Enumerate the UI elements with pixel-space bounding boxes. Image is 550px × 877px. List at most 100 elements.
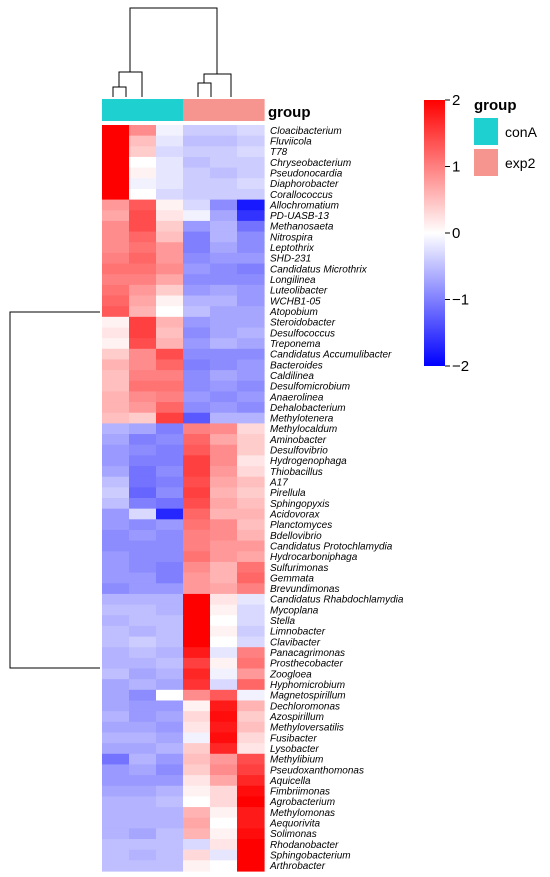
heatmap-cell bbox=[237, 444, 265, 456]
row-label: Hydrogenophaga bbox=[270, 456, 347, 467]
heatmap-cell bbox=[183, 167, 211, 179]
heatmap-cell bbox=[129, 370, 157, 382]
heatmap-cell bbox=[237, 263, 265, 275]
heatmap-cell bbox=[156, 689, 184, 702]
heatmap-cell bbox=[237, 625, 265, 638]
heatmap-cell bbox=[156, 711, 184, 723]
heatmap-cell bbox=[210, 636, 238, 648]
heatmap-cell bbox=[102, 199, 130, 211]
heatmap-cell bbox=[129, 807, 157, 819]
heatmap-cell bbox=[210, 604, 238, 616]
heatmap-cell bbox=[102, 167, 130, 179]
heatmap-cell bbox=[183, 178, 211, 190]
heatmap-cell bbox=[129, 657, 157, 670]
heatmap-cell bbox=[102, 807, 130, 819]
heatmap-cell bbox=[129, 647, 157, 659]
heatmap-cell bbox=[129, 551, 157, 563]
row-label: Bdellovibrio bbox=[270, 531, 322, 542]
heatmap-cell bbox=[156, 252, 184, 265]
heatmap-cell bbox=[102, 561, 130, 574]
heatmap-cell bbox=[156, 508, 184, 520]
heatmap-cell bbox=[237, 316, 265, 329]
heatmap-cell bbox=[237, 380, 265, 393]
heatmap-cell bbox=[156, 284, 184, 297]
heatmap-cell bbox=[156, 732, 184, 744]
annotation-cell bbox=[156, 99, 184, 121]
heatmap-cell bbox=[210, 220, 238, 233]
heatmap-cell bbox=[129, 295, 157, 307]
row-label: Chryseobacterium bbox=[270, 158, 351, 169]
row-label: Sulfurimonas bbox=[270, 563, 328, 574]
heatmap-cell bbox=[237, 604, 265, 616]
heatmap-cell bbox=[237, 327, 265, 339]
heatmap-cell bbox=[129, 423, 157, 435]
heatmap-cell bbox=[183, 252, 211, 265]
row-label: Gemmata bbox=[270, 573, 314, 584]
heatmap-cell bbox=[102, 476, 130, 488]
heatmap-cell bbox=[102, 743, 130, 755]
heatmap-cell bbox=[183, 679, 211, 691]
heatmap-cell bbox=[102, 849, 130, 861]
heatmap-cell bbox=[102, 125, 130, 137]
heatmap-cell bbox=[102, 753, 130, 766]
heatmap-cell bbox=[156, 156, 184, 169]
heatmap-cell bbox=[129, 508, 157, 520]
color-scale-tick-label: −2 bbox=[452, 358, 469, 375]
heatmap-cell bbox=[156, 146, 184, 158]
heatmap-cell bbox=[129, 156, 157, 169]
heatmap-cell bbox=[129, 615, 157, 627]
heatmap-cell bbox=[156, 529, 184, 542]
heatmap-cell bbox=[129, 689, 157, 702]
row-dendrogram bbox=[9, 311, 100, 669]
row-labels: CloacibacteriumFluviicolaT78Chryseobacte… bbox=[269, 126, 404, 872]
heatmap-cell bbox=[129, 839, 157, 851]
heatmap-cell bbox=[183, 529, 211, 542]
row-label: Mycoplana bbox=[270, 605, 319, 616]
heatmap-cell bbox=[183, 785, 211, 797]
heatmap-cell bbox=[210, 327, 238, 339]
heatmap-cell bbox=[129, 146, 157, 158]
heatmap-cell bbox=[210, 551, 238, 563]
heatmap-cell bbox=[129, 743, 157, 755]
heatmap-cell bbox=[210, 615, 238, 627]
row-label: Treponema bbox=[270, 339, 321, 350]
heatmap-cell bbox=[210, 679, 238, 691]
heatmap-cell bbox=[129, 732, 157, 744]
row-label: Allochromatium bbox=[269, 200, 339, 211]
annotation-cell bbox=[237, 99, 265, 121]
heatmap-cell bbox=[183, 732, 211, 744]
row-label: Steroidobacter bbox=[270, 318, 336, 329]
heatmap-cell bbox=[129, 135, 157, 147]
heatmap-cell bbox=[129, 540, 157, 552]
heatmap-cell bbox=[210, 561, 238, 574]
heatmap-cell bbox=[210, 711, 238, 723]
row-label: Corallococcus bbox=[270, 190, 333, 201]
heatmap-cell bbox=[129, 593, 157, 606]
row-label: Longilinea bbox=[270, 275, 316, 286]
heatmap-cell bbox=[210, 402, 238, 414]
heatmap-cell bbox=[210, 316, 238, 329]
heatmap-cell bbox=[156, 402, 184, 414]
group-annotation-bar bbox=[102, 99, 265, 121]
heatmap-cell bbox=[102, 188, 130, 201]
heatmap-cell bbox=[237, 593, 265, 606]
heatmap-cell bbox=[129, 402, 157, 414]
heatmap-cell bbox=[237, 295, 265, 307]
heatmap-cell bbox=[129, 860, 157, 872]
heatmap-cell bbox=[156, 466, 184, 478]
row-label: Aequorivita bbox=[269, 819, 320, 830]
heatmap-cell bbox=[210, 146, 238, 158]
heatmap-cell bbox=[210, 540, 238, 552]
heatmap-cell bbox=[237, 210, 265, 222]
heatmap-cell bbox=[237, 775, 265, 787]
heatmap-cell bbox=[156, 604, 184, 616]
heatmap-cell bbox=[237, 370, 265, 382]
heatmap-cell bbox=[210, 391, 238, 403]
heatmap-cell bbox=[183, 647, 211, 659]
heatmap-cell bbox=[102, 636, 130, 648]
heatmap-cell bbox=[237, 615, 265, 627]
row-label: Desulfovibrio bbox=[270, 446, 328, 457]
heatmap-cell bbox=[183, 231, 211, 243]
heatmap-cell bbox=[210, 743, 238, 755]
heatmap-cell bbox=[129, 519, 157, 531]
